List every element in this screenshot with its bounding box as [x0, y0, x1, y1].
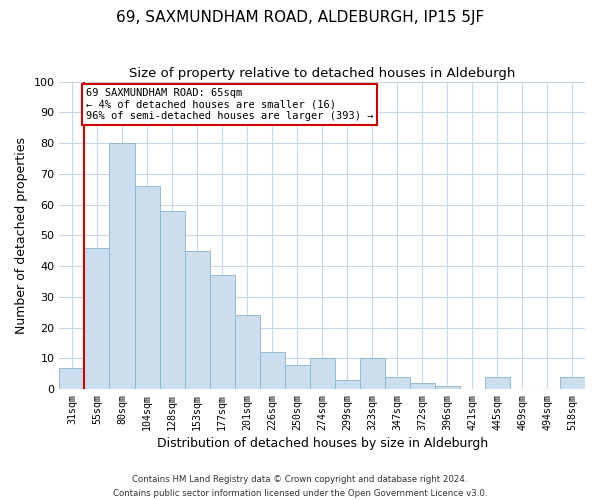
- Bar: [560, 377, 585, 389]
- Bar: [209, 276, 235, 389]
- Text: Contains HM Land Registry data © Crown copyright and database right 2024.
Contai: Contains HM Land Registry data © Crown c…: [113, 476, 487, 498]
- Bar: [410, 383, 435, 389]
- Text: 69, SAXMUNDHAM ROAD, ALDEBURGH, IP15 5JF: 69, SAXMUNDHAM ROAD, ALDEBURGH, IP15 5JF: [116, 10, 484, 25]
- Bar: [134, 186, 160, 389]
- Bar: [435, 386, 460, 389]
- Bar: [335, 380, 360, 389]
- Text: 69 SAXMUNDHAM ROAD: 65sqm
← 4% of detached houses are smaller (16)
96% of semi-d: 69 SAXMUNDHAM ROAD: 65sqm ← 4% of detach…: [86, 88, 373, 121]
- Bar: [485, 377, 510, 389]
- Bar: [109, 143, 134, 389]
- Bar: [284, 364, 310, 389]
- Title: Size of property relative to detached houses in Aldeburgh: Size of property relative to detached ho…: [129, 68, 515, 80]
- Bar: [59, 368, 85, 389]
- Bar: [310, 358, 335, 389]
- Bar: [385, 377, 410, 389]
- Bar: [160, 211, 185, 389]
- Y-axis label: Number of detached properties: Number of detached properties: [15, 137, 28, 334]
- X-axis label: Distribution of detached houses by size in Aldeburgh: Distribution of detached houses by size …: [157, 437, 488, 450]
- Bar: [235, 316, 260, 389]
- Bar: [260, 352, 284, 389]
- Bar: [85, 248, 109, 389]
- Bar: [185, 251, 209, 389]
- Bar: [360, 358, 385, 389]
